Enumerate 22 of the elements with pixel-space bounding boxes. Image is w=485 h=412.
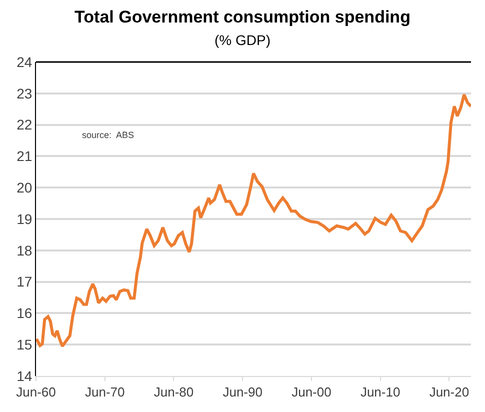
y-tick-label: 14 xyxy=(16,368,32,384)
y-tick-label: 18 xyxy=(16,242,32,258)
x-tick-label: Jun-20 xyxy=(429,384,470,400)
line-series xyxy=(36,93,471,348)
chart-title: Total Government consumption spending xyxy=(74,8,410,27)
y-tick-label: 21 xyxy=(16,148,32,164)
x-tick-label: Jun-80 xyxy=(154,384,194,400)
y-tick-label: 19 xyxy=(16,210,32,227)
y-tick-label: 17 xyxy=(16,274,32,290)
y-tick-label: 24 xyxy=(16,54,32,70)
chart-subtitle: (% GDP) xyxy=(214,32,270,48)
x-tick-label: Jun-90 xyxy=(222,384,262,400)
y-tick-label: 16 xyxy=(16,305,32,322)
x-tick-label: Jun-60 xyxy=(16,384,56,400)
x-tick-label: Jun-70 xyxy=(84,384,125,400)
x-tick-label: Jun-10 xyxy=(360,384,400,400)
annotation: source: ABS xyxy=(82,130,134,140)
y-tick-label: 20 xyxy=(16,180,32,196)
y-tick-label: 23 xyxy=(16,85,32,102)
y-tick-label: 15 xyxy=(16,336,32,352)
x-tick-label: Jun-00 xyxy=(292,384,332,400)
y-tick-label: 22 xyxy=(16,116,32,133)
